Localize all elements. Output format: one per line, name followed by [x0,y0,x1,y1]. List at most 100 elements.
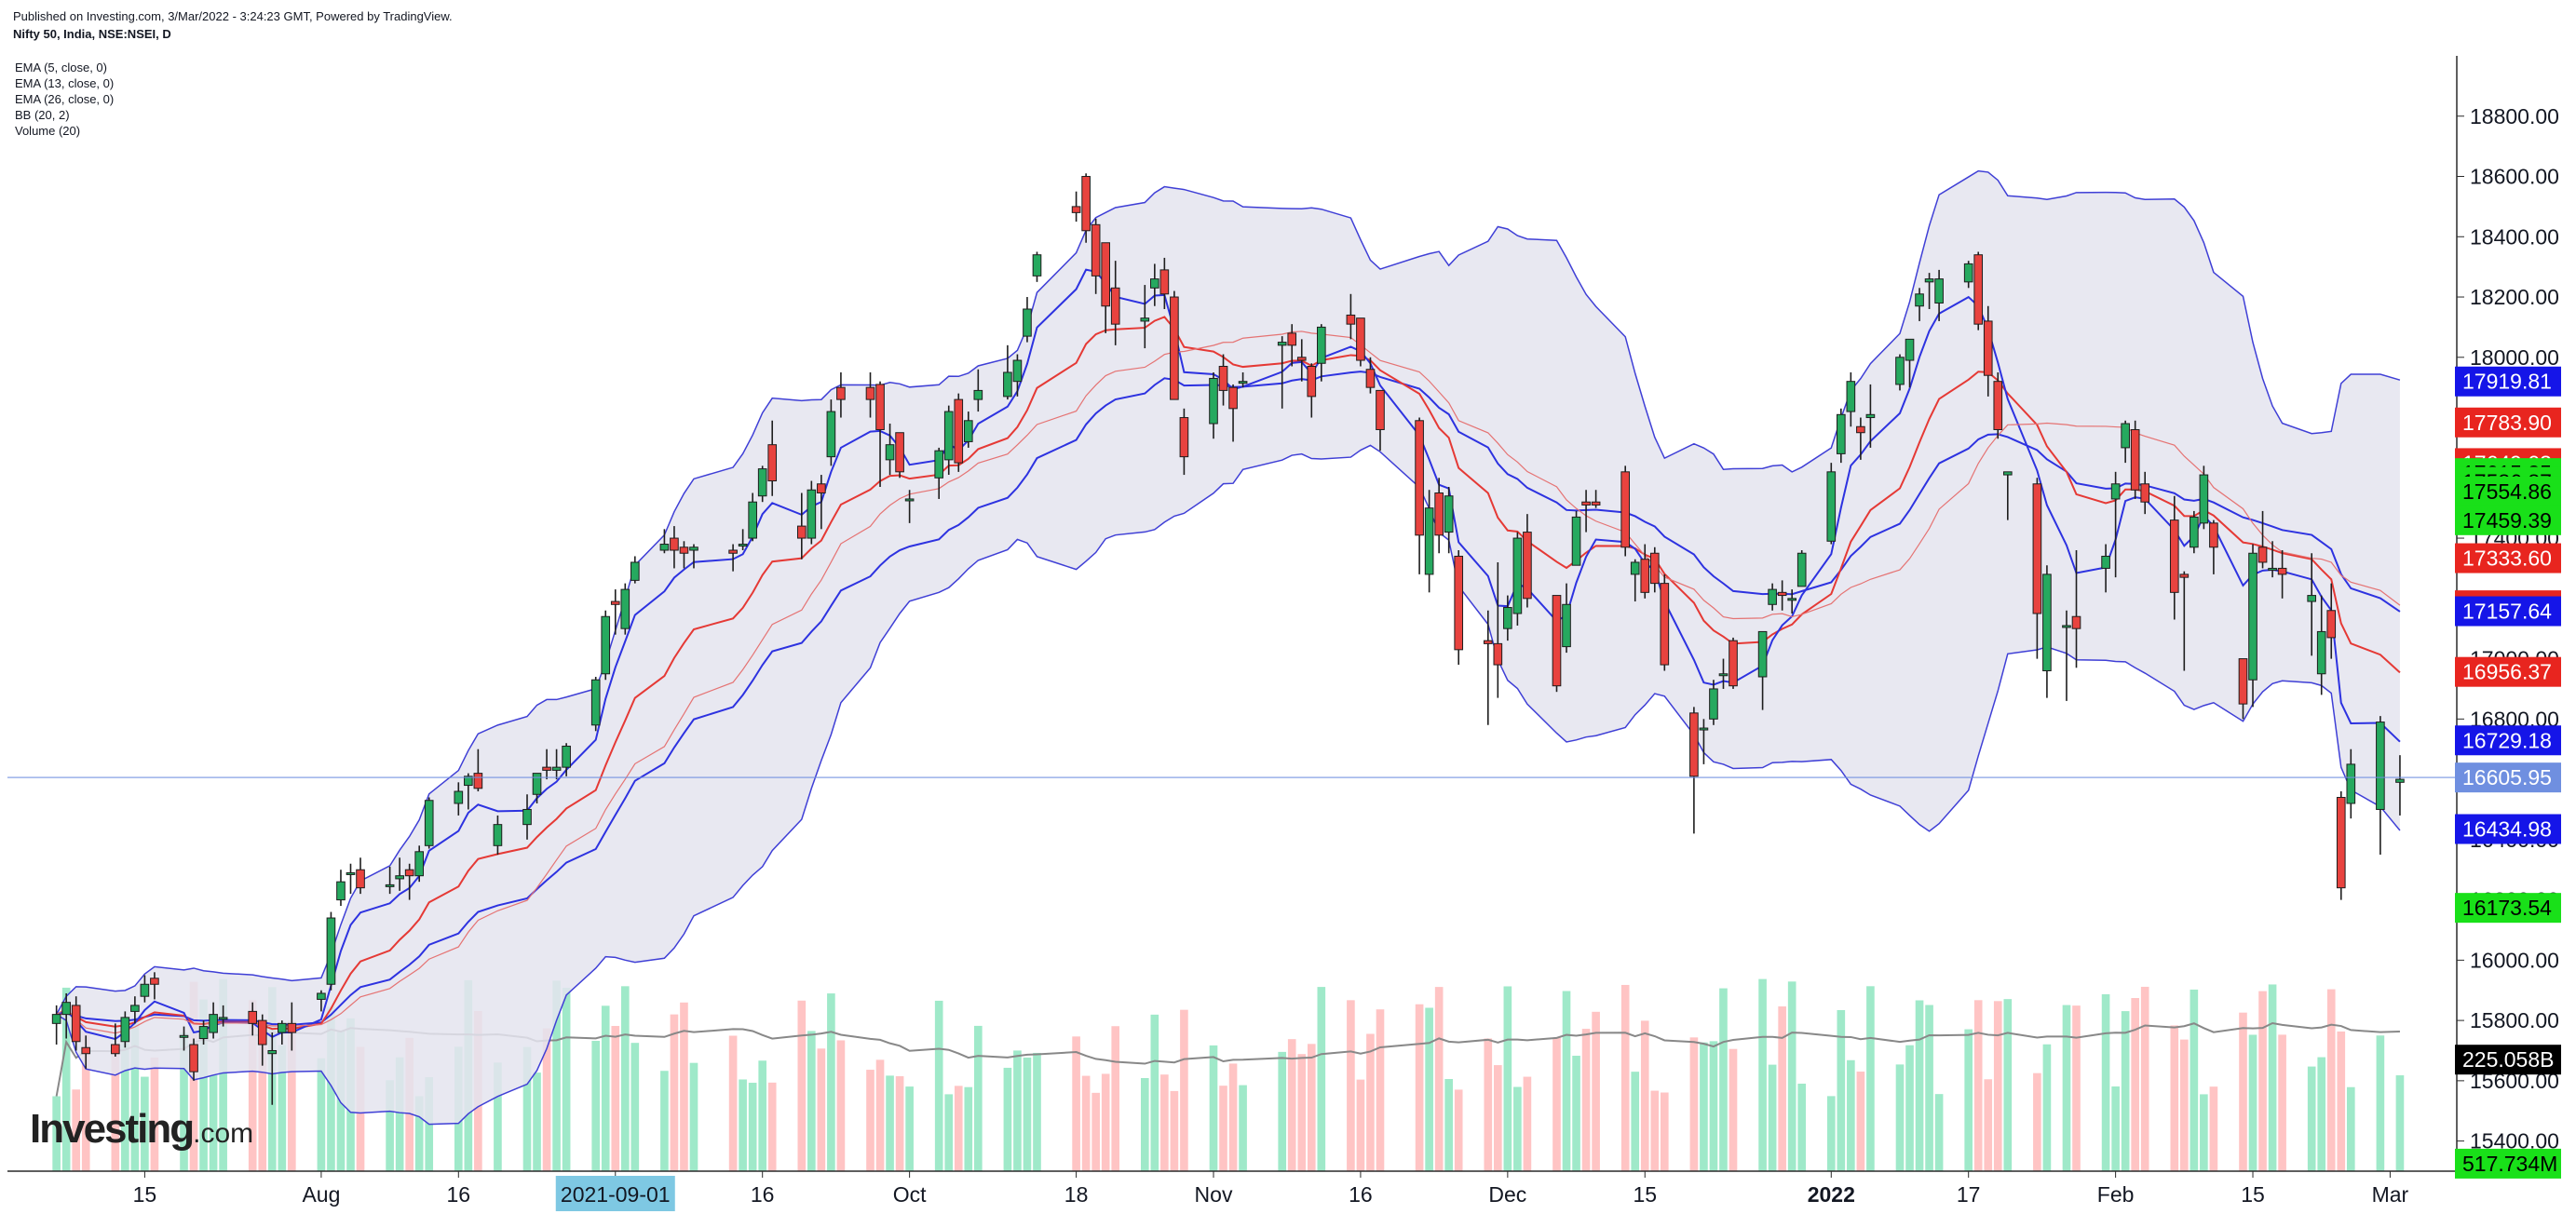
volume-bar [875,1059,885,1171]
volume-bar [2101,993,2110,1171]
candle-body [1591,501,1601,506]
volume-bar [944,1094,954,1171]
volume-bar [2376,1035,2385,1171]
volume-bar [836,1040,846,1171]
candle-body [610,600,620,605]
x-tick-label: 2021-09-01 [561,1182,671,1207]
investing-logo: Investing.com [30,1106,253,1153]
price-tag-box [2455,814,2561,844]
price-tag-value: 225.058B [2462,1047,2554,1072]
volume-bar [1973,1000,1983,1171]
x-tick-label: Aug [302,1182,340,1207]
candle-body [1228,386,1238,410]
candle-body [414,851,425,877]
volume-bar [2317,1057,2326,1171]
volume-bar [630,1043,640,1171]
candle-body [2307,595,2317,602]
candle-body [1963,263,1973,283]
volume-bar [2003,999,2013,1171]
volume-bar [2131,998,2139,1171]
candle-body [767,444,778,482]
candle-body [1837,413,1846,454]
candle-body [2002,471,2013,476]
volume-bar [81,1030,90,1171]
candle-body [189,1044,198,1072]
candle-body [150,978,159,985]
candle-body [2257,546,2268,563]
candle-body [2326,610,2337,639]
price-tag-box [2455,505,2561,535]
candle-body [179,1034,189,1038]
price-tag-box [2455,762,2561,793]
candle-body [2316,630,2326,675]
volume-bar [2248,1034,2257,1171]
candle-body [1630,561,1640,575]
candle-body [542,766,551,771]
candle-body [2238,658,2248,705]
volume-bar [728,1035,738,1171]
volume-bar [964,1086,973,1171]
volume-bar [2278,1034,2286,1171]
volume-bar [150,1057,159,1171]
candle-body [424,800,434,846]
candle-body [2199,474,2209,524]
x-tick-label: 15 [133,1182,157,1207]
volume-bar [797,1000,807,1171]
candle-body [904,498,915,502]
legend-ema26[interactable]: EMA (26, close, 0) [15,92,115,106]
volume-bar [288,1020,296,1171]
volume-bar [1307,1044,1316,1171]
candle-body [1512,537,1523,614]
volume-bar [1033,1052,1041,1171]
candle-body [198,1026,209,1040]
candle-body [1640,559,1650,593]
candle-body [1110,287,1120,325]
volume-bar [542,1028,551,1171]
volume-bar [1640,1020,1649,1171]
candle-body [140,983,150,997]
volume-bar [905,1086,914,1171]
candle-body [493,824,503,846]
volume-bar [670,1014,679,1171]
y-tick-label: 18600.00 [2470,165,2559,189]
candle-body [1307,365,1317,398]
candle-body [601,615,611,675]
volume-bar [1278,1051,1287,1171]
volume-bar [1631,1072,1640,1171]
volume-bar [2326,989,2336,1171]
volume-bar [121,1043,129,1171]
volume-bar [1081,1075,1091,1171]
candle-body [1032,254,1042,277]
volume-bar [1347,1000,1355,1171]
volume-bar [1689,1037,1699,1171]
candle-body [209,1014,218,1033]
price-tag-value: 17459.39 [2462,508,2552,533]
candle-body [287,1022,297,1033]
legend-ema5[interactable]: EMA (5, close, 0) [15,61,107,74]
volume-bar [248,1000,257,1171]
candle-body [934,450,944,479]
volume-bar [1826,1096,1836,1171]
legend-bb[interactable]: BB (20, 2) [15,108,70,122]
x-tick-label: Oct [893,1182,927,1207]
volume-bar [552,980,561,1171]
volume-bar [522,1046,532,1171]
volume-bar [61,987,71,1171]
legend-ema13[interactable]: EMA (13, close, 0) [15,76,115,90]
volume-bar [1778,1006,1786,1171]
candle-body [1170,296,1179,400]
volume-bar [317,1058,326,1171]
candle-body [1159,269,1170,295]
volume-bar [1140,1078,1149,1171]
candle-body [1562,603,1571,648]
volume-bar [1984,1079,1993,1171]
candle-body [1101,242,1111,307]
volume-bar [934,1000,943,1171]
candle-body [875,384,885,430]
published-note: Published on Investing.com, 3/Mar/2022 -… [13,9,453,23]
price-tag-value: 16434.98 [2462,817,2552,842]
candle-body [1218,365,1228,391]
legend-volume[interactable]: Volume (20) [15,124,81,138]
candle-body [130,1005,140,1012]
